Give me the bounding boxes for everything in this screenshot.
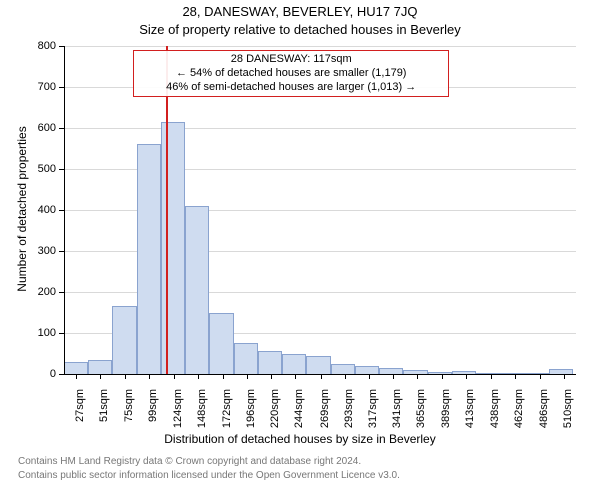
grid-line <box>64 128 576 129</box>
chart-title: Size of property relative to detached ho… <box>0 22 600 37</box>
histogram-bar <box>331 364 355 374</box>
footer-line-1: Contains HM Land Registry data © Crown c… <box>18 456 361 467</box>
histogram-bar <box>209 313 233 375</box>
histogram-bar <box>88 360 112 374</box>
ytick-label: 0 <box>22 368 56 380</box>
callout-line-2: ← 54% of detached houses are smaller (1,… <box>138 67 444 81</box>
histogram-bar <box>258 351 282 374</box>
ytick-label: 500 <box>22 163 56 175</box>
footer-line-2: Contains public sector information licen… <box>18 470 400 481</box>
histogram-bar <box>161 122 185 374</box>
y-axis-line <box>64 46 65 374</box>
plot-area: 010020030040050060070080027sqm51sqm75sqm… <box>64 46 576 374</box>
annotation-callout: 28 DANESWAY: 117sqm ← 54% of detached ho… <box>133 50 449 97</box>
histogram-bar <box>112 306 136 374</box>
histogram-bar <box>234 343 258 374</box>
histogram-bar <box>64 362 88 374</box>
histogram-bar <box>306 356 330 374</box>
callout-line-3: 46% of semi-detached houses are larger (… <box>138 81 444 95</box>
chart-container: 28, DANESWAY, BEVERLEY, HU17 7JQ Size of… <box>0 0 600 500</box>
callout-line-1: 28 DANESWAY: 117sqm <box>138 53 444 67</box>
x-axis-label: Distribution of detached houses by size … <box>0 432 600 446</box>
ytick-label: 400 <box>22 204 56 216</box>
ytick-label: 200 <box>22 286 56 298</box>
histogram-bar <box>282 354 306 375</box>
histogram-bar <box>137 144 161 374</box>
ytick-label: 600 <box>22 122 56 134</box>
ytick-label: 300 <box>22 245 56 257</box>
ytick-label: 700 <box>22 81 56 93</box>
x-axis-line <box>64 374 576 375</box>
grid-line <box>64 46 576 47</box>
histogram-bar <box>355 366 379 374</box>
ytick-label: 100 <box>22 327 56 339</box>
histogram-bar <box>185 206 209 374</box>
ytick-label: 800 <box>22 40 56 52</box>
chart-supertitle: 28, DANESWAY, BEVERLEY, HU17 7JQ <box>0 4 600 19</box>
